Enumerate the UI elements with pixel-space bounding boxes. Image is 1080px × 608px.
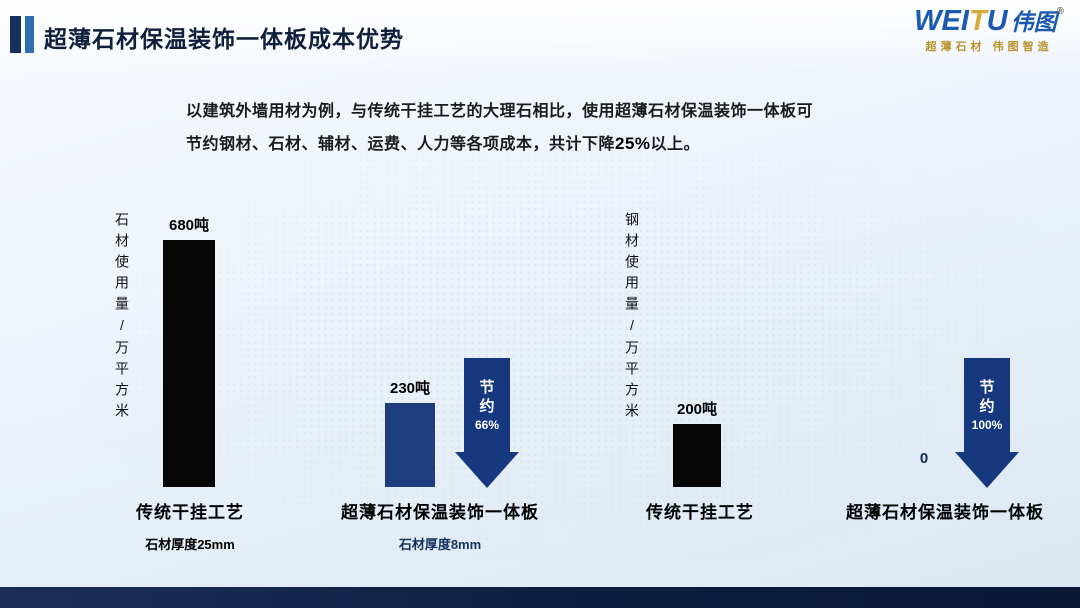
savings-arrow-label: 节约 bbox=[979, 379, 995, 415]
header-background-strip bbox=[0, 0, 1080, 74]
bar-value-label: 680吨 bbox=[168, 217, 210, 235]
right-chart-category-ultrathin: 超薄石材保温装饰一体板 bbox=[846, 503, 1044, 522]
page-title: 超薄石材保温装饰一体板成本优势 bbox=[44, 26, 404, 52]
logo-wordmark-cn: 伟图 bbox=[1010, 9, 1057, 35]
bar-value-label: 200吨 bbox=[676, 401, 718, 418]
bar-traditional-stone bbox=[163, 240, 215, 487]
left-chart-category-traditional: 传统干挂工艺 bbox=[136, 503, 244, 522]
savings-arrow-left: 节约 66% bbox=[455, 358, 519, 488]
right-chart-y-axis-label: 钢材使用量/万平方米 bbox=[624, 212, 640, 424]
accent-bar-light bbox=[25, 16, 34, 53]
bar-ultrathin-stone bbox=[385, 403, 435, 487]
left-chart-sublabel-thickness-8mm: 石材厚度8mm bbox=[398, 537, 482, 552]
down-arrow-icon bbox=[955, 452, 1019, 488]
down-arrow-icon bbox=[455, 452, 519, 488]
right-chart-bar-column-traditional: 200吨 bbox=[647, 187, 747, 487]
savings-arrow-label: 节约 bbox=[479, 379, 495, 415]
left-chart-bar-column-traditional: 680吨 bbox=[139, 187, 239, 487]
left-chart-bar-column-ultrathin: 230吨 bbox=[360, 187, 460, 487]
intro-paragraph: 以建筑外墙用材为例，与传统干挂工艺的大理石相比，使用超薄石材保温装饰一体板可 节… bbox=[186, 96, 813, 161]
title-accent-bars bbox=[10, 16, 34, 53]
bar-value-label: 230吨 bbox=[389, 380, 431, 398]
intro-line2-suffix: 以上。 bbox=[650, 136, 701, 153]
savings-arrow-right: 节约 100% bbox=[955, 358, 1019, 488]
world-map-dot-texture bbox=[70, 150, 1050, 563]
logo-wordmark-en-part1: WEI bbox=[914, 5, 969, 37]
left-chart-y-axis-label: 石材使用量/万平方米 bbox=[114, 212, 130, 424]
logo-wordmark-en-gold-letter: T bbox=[968, 5, 987, 37]
left-chart-category-ultrathin: 超薄石材保温装饰一体板 bbox=[341, 503, 539, 522]
logo-wordmark-en-part2: U bbox=[986, 5, 1008, 37]
left-chart-sublabel-thickness-25mm: 石材厚度25mm bbox=[145, 537, 235, 552]
intro-line2: 节约钢材、石材、辅材、运费、人力等各项成本，共计下降 bbox=[186, 136, 616, 153]
intro-line1: 以建筑外墙用材为例，与传统干挂工艺的大理石相比，使用超薄石材保温装饰一体板可 bbox=[186, 103, 814, 120]
savings-arrow-percent: 66% bbox=[474, 418, 500, 432]
savings-arrow-body: 节约 100% bbox=[964, 358, 1010, 452]
bar-traditional-steel bbox=[673, 424, 721, 487]
right-chart-zero-value-label: 0 bbox=[919, 450, 929, 467]
brand-logo: WEITU 伟图® 超薄石材 伟图智造 bbox=[914, 5, 1064, 53]
registered-trademark-icon: ® bbox=[1056, 6, 1064, 17]
savings-arrow-percent: 100% bbox=[971, 418, 1003, 432]
right-chart-category-traditional: 传统干挂工艺 bbox=[646, 503, 754, 522]
logo-tagline: 超薄石材 伟图智造 bbox=[925, 40, 1053, 53]
intro-highlight-percent: 25% bbox=[615, 134, 651, 153]
logo-wordmark: WEITU 伟图® bbox=[914, 5, 1064, 38]
accent-bar-dark bbox=[10, 16, 21, 53]
savings-arrow-body: 节约 66% bbox=[464, 358, 510, 452]
footer-bar bbox=[0, 587, 1080, 608]
